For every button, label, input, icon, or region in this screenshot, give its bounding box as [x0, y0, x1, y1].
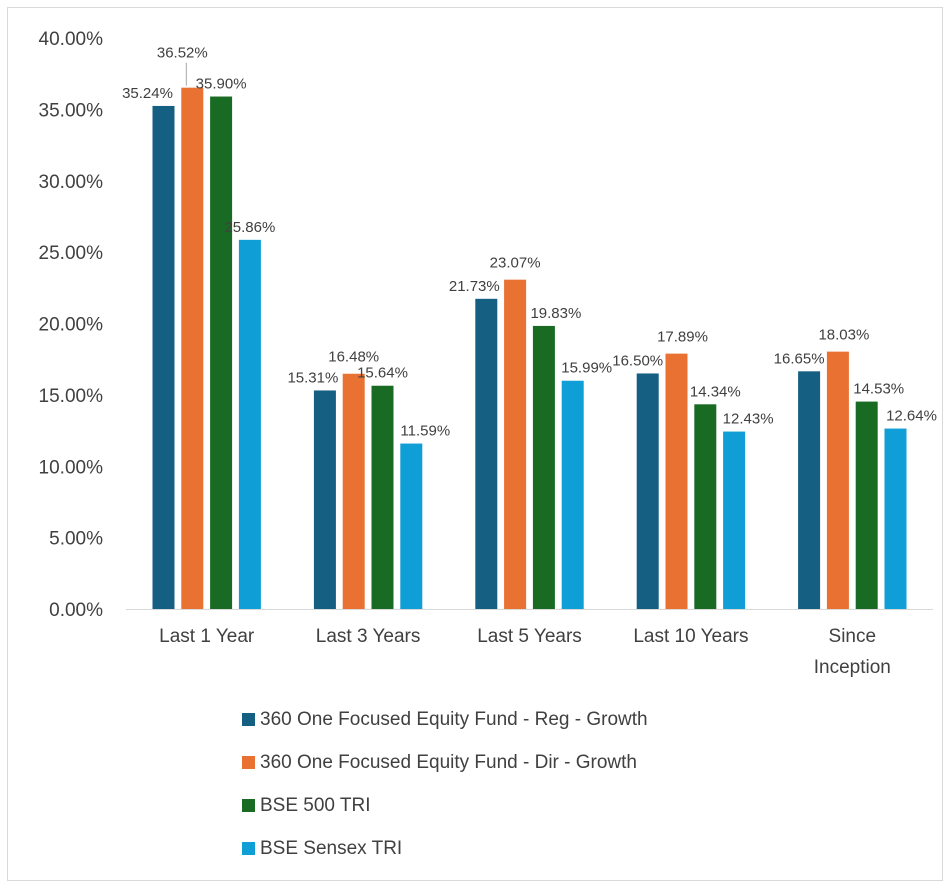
y-tick-label: 30.00%: [39, 172, 104, 193]
x-category-label: Last 3 Years: [316, 626, 421, 647]
y-tick-label: 5.00%: [49, 529, 103, 550]
data-label: 35.24%: [122, 85, 173, 102]
y-axis: 0.00% 5.00% 10.00% 15.00% 20.00% 25.00% 30.00%…: [39, 29, 104, 621]
data-label: 17.89%: [657, 329, 708, 346]
data-label: 12.64%: [886, 408, 937, 425]
bar: [181, 87, 204, 609]
legend-label: 360 One Focused Equity Fund - Dir - Grow…: [260, 752, 637, 773]
data-label: 12.43%: [723, 411, 774, 428]
y-tick-label: 0.00%: [49, 600, 103, 621]
bar: [798, 371, 821, 609]
bar: [665, 353, 688, 609]
data-label: 21.73%: [449, 278, 500, 295]
data-label: 36.52%: [157, 45, 208, 62]
bar: [855, 401, 878, 609]
data-label: 15.99%: [561, 360, 612, 377]
data-label: 15.64%: [357, 365, 408, 382]
bar: [694, 404, 717, 609]
data-label: 18.03%: [818, 327, 869, 344]
bar: [210, 96, 233, 610]
bar: [152, 105, 175, 609]
data-label: 14.34%: [690, 383, 741, 400]
x-category-label: Last 5 Years: [477, 626, 582, 647]
bar: [826, 351, 849, 609]
x-category-label: Inception: [814, 657, 891, 678]
data-label: 15.31%: [287, 369, 338, 386]
x-category-label: Since: [829, 626, 877, 647]
bar: [532, 325, 555, 609]
y-tick-label: 35.00%: [39, 100, 104, 121]
x-category-label: Last 1 Year: [159, 626, 255, 647]
bar: [238, 239, 261, 609]
legend: 360 One Focused Equity Fund - Reg - Grow…: [242, 709, 648, 859]
bar: [561, 380, 584, 609]
data-labels: 35.24% 36.52% 35.90% 25.86% 15.31% 16.48%15.6…: [122, 45, 937, 440]
bar: [504, 279, 527, 609]
x-axis: Last 1 Year Last 3 Years Last 5 Years Last …: [126, 609, 933, 678]
bar: [371, 385, 394, 609]
legend-swatch: [242, 799, 255, 812]
data-label: 16.50%: [612, 352, 663, 369]
legend-swatch: [242, 842, 255, 855]
legend-label: BSE Sensex TRI: [260, 838, 402, 859]
bar: [400, 443, 423, 609]
y-tick-label: 20.00%: [39, 315, 104, 336]
data-label: 35.90%: [196, 76, 247, 93]
y-tick-label: 15.00%: [39, 386, 104, 407]
legend-swatch: [242, 713, 255, 726]
bar: [636, 373, 659, 609]
bar: [342, 373, 365, 609]
bar: [475, 298, 498, 609]
x-category-label: Last 10 Years: [633, 626, 748, 647]
y-tick-label: 25.00%: [39, 243, 104, 264]
bar: [884, 428, 907, 609]
data-label: 11.59%: [400, 423, 450, 440]
bar: [723, 431, 746, 609]
data-label: 16.48%: [328, 349, 379, 366]
y-tick-label: 10.00%: [39, 457, 104, 478]
chart-frame: 0.00% 5.00% 10.00% 15.00% 20.00% 25.00% 30.00%…: [7, 7, 943, 881]
data-label: 14.53%: [853, 381, 904, 398]
legend-label: 360 One Focused Equity Fund - Reg - Grow…: [260, 709, 648, 730]
data-label: 16.65%: [774, 350, 825, 367]
bar: [313, 390, 336, 609]
bar-chart: 0.00% 5.00% 10.00% 15.00% 20.00% 25.00% 30.00%…: [39, 29, 937, 859]
data-label: 19.83%: [530, 305, 581, 322]
legend-swatch: [242, 756, 255, 769]
bars: [152, 87, 907, 610]
data-label: 25.86%: [224, 219, 275, 236]
legend-label: BSE 500 TRI: [260, 795, 371, 816]
y-tick-label: 40.00%: [39, 29, 104, 50]
data-label: 23.07%: [490, 255, 541, 272]
